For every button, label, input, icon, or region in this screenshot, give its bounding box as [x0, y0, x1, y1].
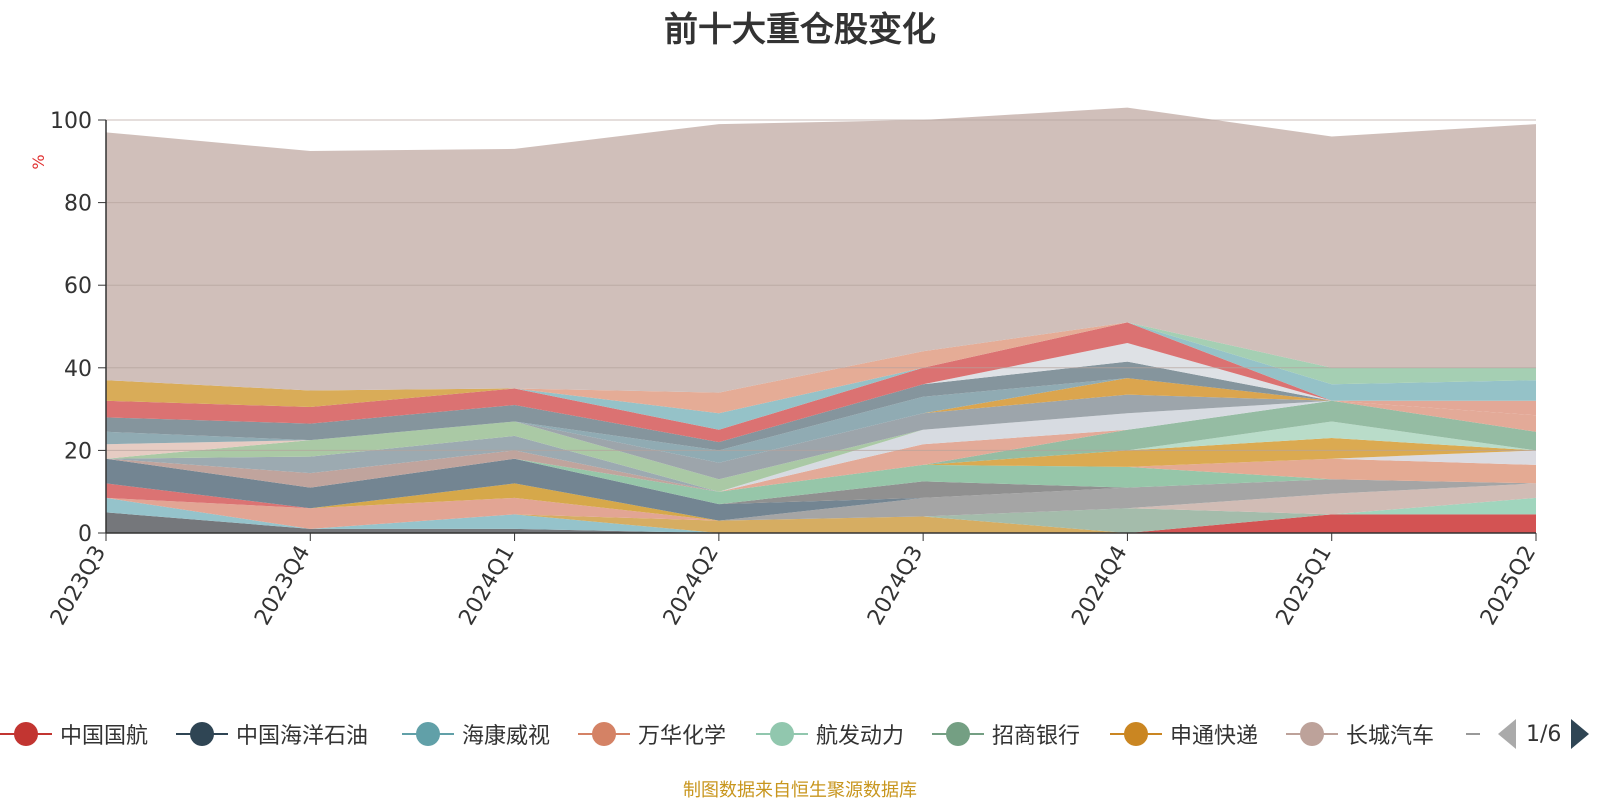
- x-axis-ticks: 2023Q3 2023Q4 2024Q1 2024Q2 2024Q3 2024Q4 2025…: [46, 533, 1541, 630]
- legend-item[interactable]: 中国国航: [0, 712, 148, 756]
- area-series-13: [106, 458, 1536, 505]
- area-series-17: [106, 438, 1536, 492]
- legend-marker-icon: [402, 722, 454, 746]
- x-tick-label: 2024Q4: [1067, 542, 1132, 630]
- legend-item[interactable]: 中国海洋石油: [176, 712, 368, 756]
- x-tick-label: 2023Q4: [250, 542, 315, 630]
- area-series-7: [106, 483, 1536, 529]
- legend-item-partial-icon: [1466, 733, 1480, 735]
- area-series-22: [106, 400, 1536, 492]
- legend-marker-icon: [756, 722, 808, 746]
- y-axis-ticks: 0 20 40 60 80 100: [50, 109, 106, 547]
- chart-title: 前十大重仓股变化: [664, 10, 936, 50]
- legend-label: 海康威视: [462, 724, 551, 749]
- grid-lines: [106, 119, 1536, 451]
- y-tick-label: 0: [78, 522, 92, 547]
- y-tick-label: 100: [50, 109, 92, 134]
- legend: 中国国航 中国海洋石油 海康威视 万华化学 航发动力 招商银行 申通快递 长城汽车: [0, 712, 1600, 756]
- area-series-3: [106, 497, 1536, 533]
- source-note: 制图数据来自恒生聚源数据库: [683, 780, 917, 801]
- y-tick-label: 80: [64, 192, 92, 217]
- area-series-9: [106, 479, 1536, 521]
- legend-label: 中国国航: [60, 724, 149, 749]
- area-series-6: [106, 497, 1536, 533]
- y-axis-unit-label: %: [29, 154, 48, 169]
- legend-label: 招商银行: [992, 724, 1081, 749]
- legend-marker-icon: [0, 722, 52, 746]
- x-tick-label: 2024Q2: [659, 542, 724, 630]
- legend-label: 万华化学: [638, 724, 727, 749]
- legend-item[interactable]: 航发动力: [756, 712, 904, 756]
- x-tick-label: 2025Q2: [1476, 542, 1541, 630]
- area-series-5: [106, 497, 1536, 533]
- y-tick-label: 20: [64, 439, 92, 464]
- legend-item[interactable]: 海康威视: [402, 712, 550, 756]
- legend-marker-icon: [932, 722, 984, 746]
- x-tick-label: 2023Q3: [46, 542, 111, 630]
- area-series-19: [106, 400, 1536, 492]
- x-tick-label: 2025Q1: [1272, 542, 1337, 630]
- legend-label: 长城汽车: [1346, 724, 1435, 749]
- legend-marker-icon: [1110, 722, 1162, 746]
- area-series-10: [106, 479, 1536, 521]
- pager-prev-icon[interactable]: [1498, 719, 1516, 749]
- area-series-35: [106, 322, 1536, 414]
- area-series-24: [106, 400, 1536, 492]
- area-series-14: [106, 458, 1536, 505]
- legend-marker-icon: [176, 722, 228, 746]
- legend-marker-icon: [1286, 722, 1338, 746]
- area-series-37: [106, 107, 1536, 393]
- area-series-1: [106, 514, 1536, 533]
- legend-pager: 1/6: [1498, 712, 1590, 756]
- legend-label: 中国海洋石油: [236, 724, 369, 749]
- area-series-32: [106, 322, 1536, 443]
- legend-label: 航发动力: [816, 724, 905, 749]
- area-series-12: [106, 458, 1536, 521]
- y-tick-label: 60: [64, 274, 92, 299]
- legend-item[interactable]: 长城汽车: [1286, 712, 1434, 756]
- legend-item[interactable]: 万华化学: [578, 712, 726, 756]
- x-tick-label: 2024Q1: [454, 542, 519, 630]
- area-series-15: [106, 458, 1536, 492]
- legend-label: 申通快递: [1170, 724, 1259, 749]
- pager-page-indicator: 1/6: [1526, 721, 1562, 747]
- legend-item[interactable]: 申通快递: [1110, 712, 1258, 756]
- pager-next-icon[interactable]: [1571, 719, 1590, 749]
- legend-marker-icon: [578, 722, 630, 746]
- y-tick-label: 40: [64, 357, 92, 382]
- x-tick-label: 2024Q3: [863, 542, 928, 630]
- area-series-2: [106, 512, 1536, 533]
- legend-item[interactable]: 招商银行: [932, 712, 1080, 756]
- area-series-8: [106, 483, 1536, 529]
- area-series-group: [106, 107, 1536, 533]
- axes: [105, 120, 1536, 534]
